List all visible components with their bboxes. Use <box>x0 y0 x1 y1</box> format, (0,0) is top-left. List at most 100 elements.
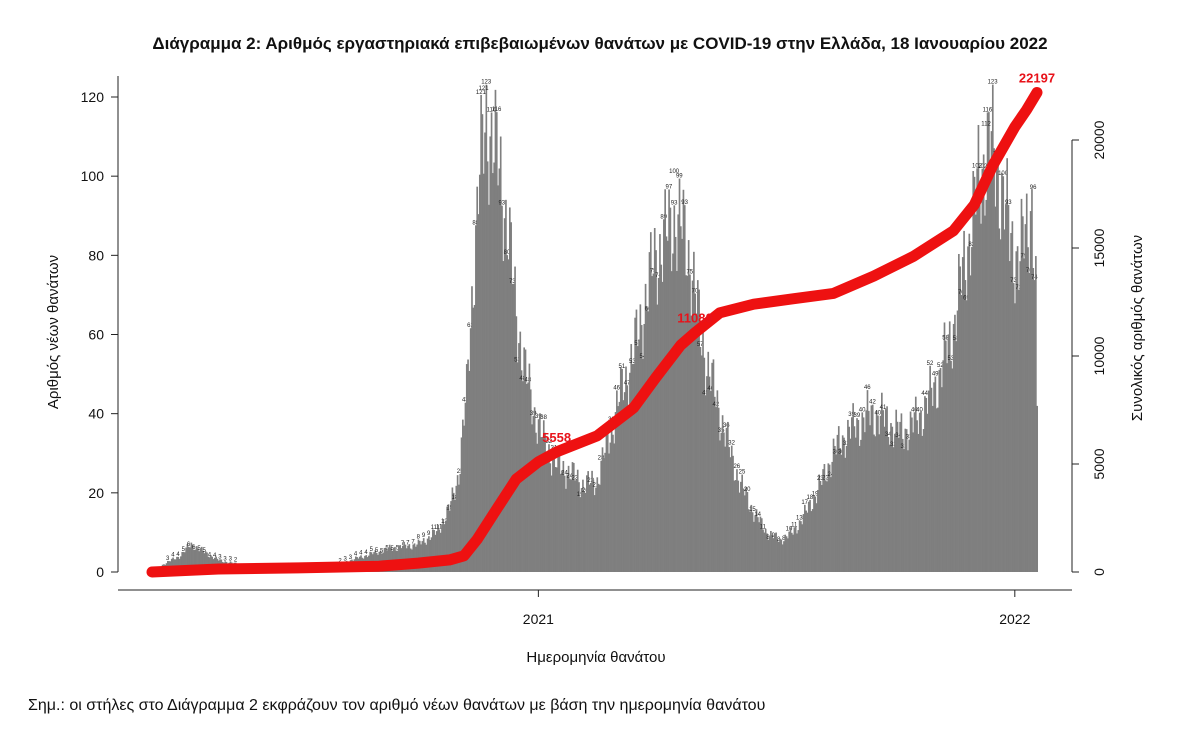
bar <box>563 475 566 572</box>
bar <box>948 321 951 572</box>
bar <box>687 240 690 572</box>
bar <box>1019 261 1022 572</box>
bar <box>896 421 899 572</box>
bar-value-label: 7 <box>411 540 415 546</box>
bar <box>566 475 569 572</box>
bar <box>441 524 443 572</box>
bar <box>899 421 901 572</box>
bar <box>954 314 956 572</box>
bar <box>729 457 732 572</box>
bar-value-label: 4 <box>176 552 180 558</box>
chart-note: Σημ.: οι στήλες στο Διάγραμμα 2 εκφράζου… <box>28 697 766 714</box>
bar <box>486 161 489 572</box>
bar <box>612 434 614 572</box>
bar <box>978 182 981 572</box>
bar <box>445 520 447 572</box>
bar <box>907 450 909 572</box>
bar <box>997 156 999 572</box>
bar <box>550 475 553 572</box>
bar <box>850 417 853 572</box>
bar <box>963 230 965 573</box>
bar <box>854 437 857 572</box>
bar-value-label: 123 <box>481 80 492 86</box>
bar <box>586 475 588 572</box>
bar-value-label: 46 <box>707 386 714 392</box>
bar <box>429 540 432 572</box>
bar <box>197 548 199 572</box>
bar-value-label: 40 <box>916 408 923 414</box>
bar <box>1003 229 1006 572</box>
bar <box>456 475 459 572</box>
bar <box>499 136 502 572</box>
bar <box>852 403 854 572</box>
bar <box>626 385 629 572</box>
bar <box>828 464 831 572</box>
bar-value-label: 116 <box>492 107 502 113</box>
bar <box>569 478 571 572</box>
bar <box>524 349 527 572</box>
bar <box>961 257 964 572</box>
bar <box>525 383 528 572</box>
bar <box>633 363 635 572</box>
bar-value-label: 40 <box>911 407 918 413</box>
bar <box>959 266 961 572</box>
bar <box>702 332 704 572</box>
bar <box>742 488 745 572</box>
bar <box>917 433 920 572</box>
bar <box>901 438 904 572</box>
bar <box>882 410 884 572</box>
bar <box>630 344 633 572</box>
left-tick-label: 0 <box>96 564 104 580</box>
bar <box>413 543 416 572</box>
bar <box>732 455 734 572</box>
bar <box>1025 193 1028 572</box>
bar <box>883 426 886 572</box>
left-y-ticks: 0 20 40 60 80 100 120 <box>81 89 118 580</box>
bar <box>515 316 518 572</box>
bar <box>984 215 986 572</box>
bar <box>471 286 473 572</box>
bar <box>793 527 796 572</box>
bar <box>861 412 864 572</box>
bar <box>717 407 720 572</box>
bar <box>976 168 978 572</box>
cumulative-deaths-line <box>146 87 1043 578</box>
bar <box>998 228 1001 573</box>
left-tick-label: 100 <box>81 168 105 184</box>
bar <box>832 438 835 572</box>
bar-value-label: 39 <box>848 412 855 418</box>
bar <box>1020 198 1023 572</box>
bar <box>1007 204 1010 572</box>
bar <box>931 405 934 572</box>
bar <box>398 545 400 572</box>
bar <box>519 331 522 572</box>
bar-value-label: 33 <box>906 435 913 441</box>
bar <box>844 457 847 572</box>
bar-value-label: 58 <box>942 336 949 342</box>
bar <box>537 419 540 572</box>
bar <box>647 311 650 572</box>
bar <box>773 533 776 572</box>
bar <box>848 426 851 572</box>
bar <box>536 443 539 572</box>
bar <box>492 173 494 572</box>
left-tick-label: 40 <box>88 406 104 422</box>
bar <box>439 532 442 572</box>
bar <box>604 452 606 572</box>
bar <box>815 503 818 572</box>
bar <box>511 283 514 572</box>
bar <box>715 407 717 572</box>
bar <box>502 261 505 572</box>
bar-value-label: 5 <box>370 547 374 553</box>
x-tick-label: 2022 <box>999 611 1030 627</box>
bar <box>170 558 173 572</box>
cumulative-label: 22197 <box>1019 71 1055 86</box>
bar-value-label: 32 <box>728 441 735 447</box>
bar-value-label: 88 <box>472 220 479 226</box>
bar <box>446 506 449 572</box>
bar <box>582 479 584 572</box>
bar-value-label: 9 <box>422 533 426 539</box>
bar <box>613 443 616 572</box>
bar <box>779 538 781 572</box>
bar <box>1036 405 1039 572</box>
